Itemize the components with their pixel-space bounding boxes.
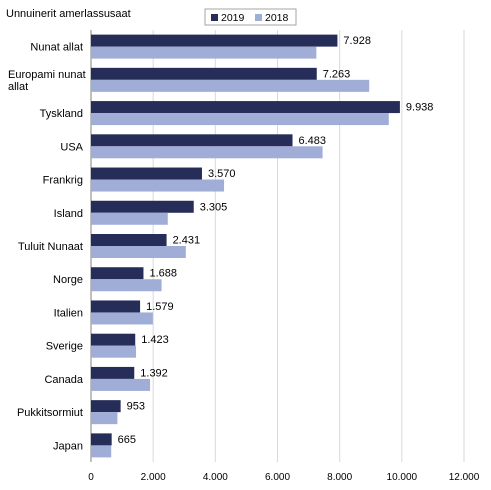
bar-2018 <box>91 412 118 425</box>
bar-2018 <box>91 146 323 159</box>
x-tick-label: 12.000 <box>449 472 480 483</box>
category-label: allat <box>8 81 28 93</box>
bar-2019 <box>91 333 136 346</box>
data-label: 953 <box>127 401 145 413</box>
bar-2019 <box>91 267 144 280</box>
bar-2018 <box>91 312 153 325</box>
bar-2018 <box>91 445 112 458</box>
bar-2019 <box>91 234 167 246</box>
x-tick-label: 4.000 <box>203 472 228 483</box>
category-label: Tuluit Nunaat <box>18 241 83 253</box>
bar-2018 <box>91 113 389 126</box>
data-label: 1.423 <box>141 334 169 346</box>
bar-2019 <box>91 67 317 80</box>
category-label: Frankrig <box>43 175 83 187</box>
category-label: Europami nunat <box>8 69 86 81</box>
legend-label: 2019 <box>221 12 245 24</box>
category-label: Sverige <box>46 341 83 353</box>
bar-2018 <box>91 46 317 59</box>
bar-2019 <box>91 200 194 213</box>
bar-2018 <box>91 212 168 225</box>
data-label: 6.483 <box>299 135 327 147</box>
data-label: 7.928 <box>343 35 371 47</box>
category-label: Tyskland <box>40 108 83 120</box>
bar-2018 <box>91 246 186 258</box>
bar-2018 <box>91 279 162 292</box>
category-label: Island <box>54 208 83 220</box>
bar-2018 <box>91 179 225 192</box>
category-label: Italien <box>54 307 83 319</box>
data-label: 1.579 <box>146 301 174 313</box>
x-tick-label: 2.000 <box>141 472 166 483</box>
data-labels: 7.928 7.263 9.938 6.483 3.570 3.305 2.431 1.688… <box>118 35 434 446</box>
category-label: Japan <box>53 440 83 452</box>
category-label: Canada <box>44 374 83 386</box>
data-label: 2.431 <box>173 235 201 247</box>
bar-2019 <box>91 167 202 180</box>
bar-2019 <box>91 400 121 413</box>
data-label: 3.570 <box>208 168 236 180</box>
data-label: 1.688 <box>149 268 177 280</box>
legend: 2019 2018 <box>204 8 297 26</box>
bar-2018 <box>91 79 370 92</box>
data-label: 665 <box>118 434 136 446</box>
data-label: 7.263 <box>323 68 351 80</box>
legend-swatch <box>211 14 218 21</box>
bar-2018 <box>91 345 137 358</box>
bar-2018 <box>91 378 151 391</box>
data-label: 9.938 <box>406 102 434 114</box>
bar-2019 <box>91 101 400 114</box>
x-tick-label: 10.000 <box>387 472 418 483</box>
category-label: Pukkitsormiut <box>17 407 83 419</box>
x-tick-label: 6.000 <box>265 472 290 483</box>
axis-label: Unnuinerit amerlassusaat <box>6 8 131 20</box>
bars <box>91 34 400 458</box>
legend-label: 2018 <box>265 12 289 24</box>
bar-2019 <box>91 134 293 147</box>
bar-2019 <box>91 366 135 379</box>
bar-2019 <box>91 34 338 47</box>
legend-box <box>204 8 297 26</box>
category-label: Norge <box>53 274 83 286</box>
bar-2019 <box>91 300 141 313</box>
data-label: 3.305 <box>200 201 228 213</box>
data-label: 1.392 <box>140 367 168 379</box>
category-label: Nunat allat <box>30 42 83 54</box>
legend-swatch <box>255 14 262 21</box>
bar-2019 <box>91 433 112 446</box>
x-tick-label: 8.000 <box>327 472 352 483</box>
x-tick-label: 0 <box>88 472 94 483</box>
category-label: USA <box>60 141 83 153</box>
x-axis-ticks: 0 2.000 4.000 6.000 8.000 10.000 12.000 <box>88 472 480 483</box>
